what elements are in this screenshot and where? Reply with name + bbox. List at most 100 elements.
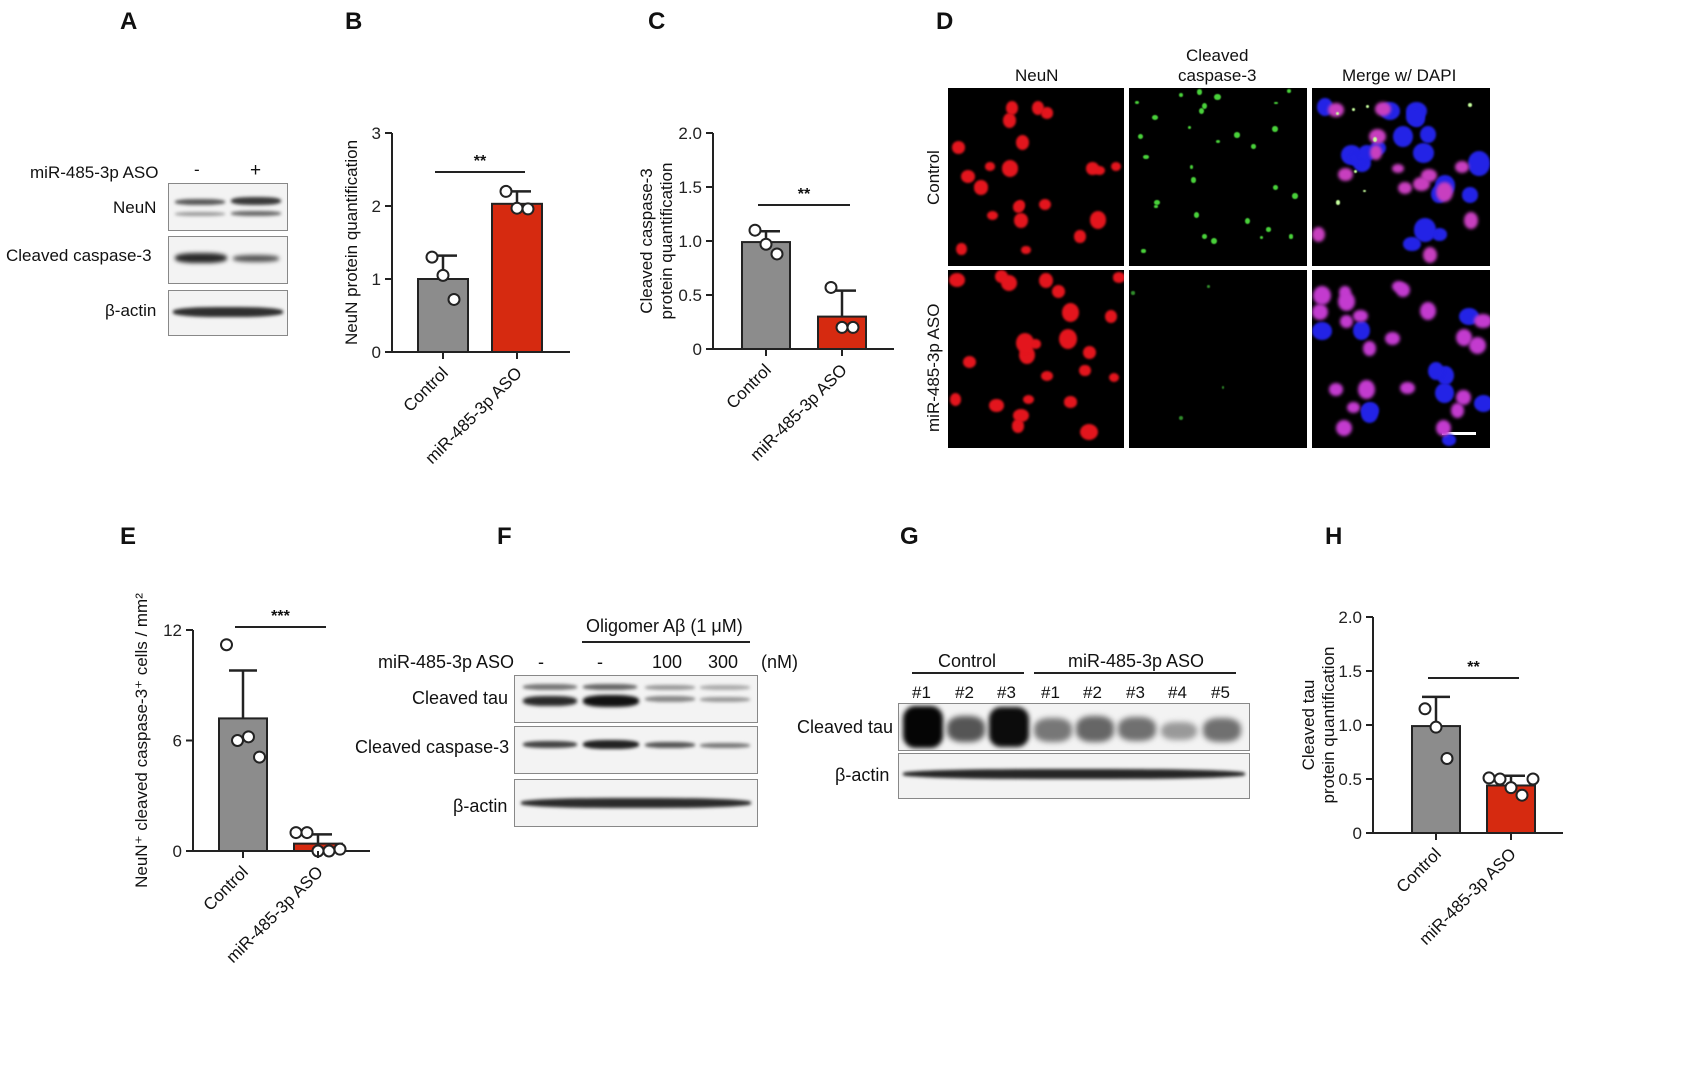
y-tick-label: 6 bbox=[173, 732, 182, 751]
y-axis-label: protein quantification bbox=[657, 163, 676, 320]
significance-label: ** bbox=[798, 186, 811, 203]
fluorescent-cell bbox=[1197, 89, 1203, 95]
fluorescent-cell bbox=[1339, 315, 1353, 329]
fluorescent-cell bbox=[1191, 177, 1196, 183]
panel-g-lane-7: #4 bbox=[1168, 683, 1187, 702]
panel-f-row-actin: β-actin bbox=[453, 796, 508, 816]
fluorescent-cell bbox=[1001, 160, 1019, 177]
fluorescent-cell bbox=[1216, 139, 1220, 144]
panel-g-blot-tau bbox=[898, 703, 1250, 751]
fluorescent-cell bbox=[1135, 101, 1139, 105]
fluorescent-cell bbox=[1392, 163, 1405, 174]
panel-g-lane-3: #3 bbox=[997, 683, 1016, 702]
fluorescent-cell bbox=[1038, 272, 1053, 289]
fluorescent-cell bbox=[1211, 237, 1217, 244]
x-tick-label: Control bbox=[200, 862, 252, 914]
panel-a-row-actin: β-actin bbox=[105, 301, 157, 320]
y-tick-label: 0 bbox=[372, 343, 381, 362]
fluorescent-cell bbox=[1266, 227, 1272, 232]
y-tick-label: 1.0 bbox=[678, 232, 702, 251]
panel-d-col-neun: NeuN bbox=[1015, 66, 1059, 85]
fluorescent-cell bbox=[1328, 102, 1345, 118]
data-point bbox=[824, 280, 838, 294]
panel-a-row-caspase: Cleaved caspase-3 bbox=[6, 246, 152, 265]
fluorescent-cell bbox=[1112, 272, 1124, 283]
fluorescent-cell bbox=[1222, 386, 1225, 389]
panel-g-control-line bbox=[912, 672, 1024, 674]
panel-a-row-neun: NeuN bbox=[113, 198, 157, 217]
y-tick-label: 0.5 bbox=[678, 286, 702, 305]
panel-letter-e: E bbox=[120, 523, 137, 550]
fluorescent-cell bbox=[1347, 401, 1360, 413]
fluorescent-cell bbox=[1288, 234, 1294, 239]
micrograph-aso-caspase bbox=[1129, 270, 1307, 448]
fluorescent-cell bbox=[1089, 211, 1107, 229]
fluorescent-cell bbox=[1052, 285, 1066, 298]
fluorescent-cell bbox=[1074, 229, 1086, 243]
data-point bbox=[333, 842, 347, 856]
fluorescent-cell bbox=[1272, 125, 1279, 133]
panel-d-col-caspase: Cleaved caspase-3 bbox=[1178, 46, 1257, 85]
fluorescent-cell bbox=[1011, 419, 1025, 434]
panel-g-row-tau: Cleaved tau bbox=[797, 717, 894, 737]
fluorescent-cell bbox=[1272, 184, 1278, 190]
fluorescent-cell bbox=[951, 141, 966, 155]
fluorescent-cell bbox=[1259, 235, 1264, 240]
panel-letter-h: H bbox=[1325, 523, 1343, 550]
data-point bbox=[521, 202, 535, 216]
fluorescent-cell bbox=[1428, 362, 1445, 381]
panel-g-blot-actin bbox=[898, 753, 1250, 799]
fluorescent-cell bbox=[1141, 248, 1147, 254]
fluorescent-cell bbox=[1202, 233, 1208, 240]
fluorescent-cell bbox=[1474, 313, 1490, 329]
fluorescent-cell bbox=[1422, 246, 1438, 264]
fluorescent-cell bbox=[1189, 165, 1194, 169]
y-tick-label: 3 bbox=[372, 124, 381, 143]
data-point bbox=[1418, 702, 1432, 716]
fluorescent-cell bbox=[1021, 245, 1032, 255]
fluorescent-cell bbox=[1154, 204, 1158, 208]
fluorescent-cell bbox=[1459, 307, 1480, 326]
y-tick-label: 1.5 bbox=[1338, 662, 1362, 681]
data-point bbox=[289, 826, 303, 840]
data-point bbox=[1429, 720, 1443, 734]
panel-f-lane-4: 300 bbox=[708, 652, 739, 672]
fluorescent-cell bbox=[1456, 389, 1471, 406]
fluorescent-cell bbox=[1082, 345, 1096, 359]
y-tick-label: 1 bbox=[372, 270, 381, 289]
chart-h: 0 0.5 1.0 1.5 2.0 Cleaved tau protein quantifi… bbox=[1299, 608, 1563, 949]
panel-f-header-line bbox=[582, 641, 750, 643]
fluorescent-cell bbox=[1286, 89, 1291, 93]
fluorescent-cell bbox=[1391, 280, 1406, 293]
x-tick-label: Control bbox=[400, 363, 452, 415]
fluorescent-cell bbox=[1455, 328, 1473, 346]
fluorescent-cell bbox=[1436, 419, 1452, 437]
fluorescent-cell bbox=[1384, 332, 1400, 346]
fluorescent-cell bbox=[1274, 101, 1278, 105]
panel-f-blot-caspase bbox=[514, 726, 758, 774]
fluorescent-cell bbox=[1360, 403, 1379, 423]
panel-g-group-aso: miR-485-3p ASO bbox=[1068, 651, 1205, 671]
fluorescent-cell bbox=[1338, 292, 1355, 311]
panel-g-lane-8: #5 bbox=[1211, 683, 1230, 702]
fluorescent-cell bbox=[1358, 379, 1375, 400]
data-point bbox=[220, 638, 233, 652]
data-point bbox=[231, 734, 244, 747]
fluorescent-cell bbox=[1016, 333, 1035, 354]
y-axis-label: Cleaved caspase-3 bbox=[637, 168, 656, 314]
fluorescent-cell bbox=[1370, 145, 1383, 160]
fluorescent-cell bbox=[1335, 200, 1340, 205]
significance-label: *** bbox=[271, 608, 290, 625]
panel-f-lane-1: - bbox=[538, 652, 544, 672]
fluorescent-cell bbox=[1435, 182, 1453, 202]
data-point bbox=[300, 826, 314, 840]
data-point bbox=[835, 320, 849, 334]
fluorescent-cell bbox=[1207, 285, 1210, 288]
data-point bbox=[510, 201, 524, 215]
fluorescent-cell bbox=[1079, 423, 1099, 441]
fluorescent-cell bbox=[1031, 100, 1045, 116]
significance-label: ** bbox=[1467, 659, 1480, 676]
panel-f-unit: (nM) bbox=[761, 652, 798, 672]
fluorescent-cell bbox=[1432, 228, 1448, 241]
fluorescent-cell bbox=[1154, 199, 1161, 205]
